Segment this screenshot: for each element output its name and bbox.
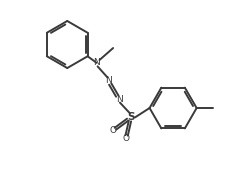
Text: O: O bbox=[123, 134, 129, 143]
Text: O: O bbox=[110, 126, 117, 135]
Text: N: N bbox=[116, 95, 122, 104]
Text: S: S bbox=[127, 112, 134, 122]
Text: N: N bbox=[105, 76, 112, 86]
Text: N: N bbox=[93, 58, 100, 67]
